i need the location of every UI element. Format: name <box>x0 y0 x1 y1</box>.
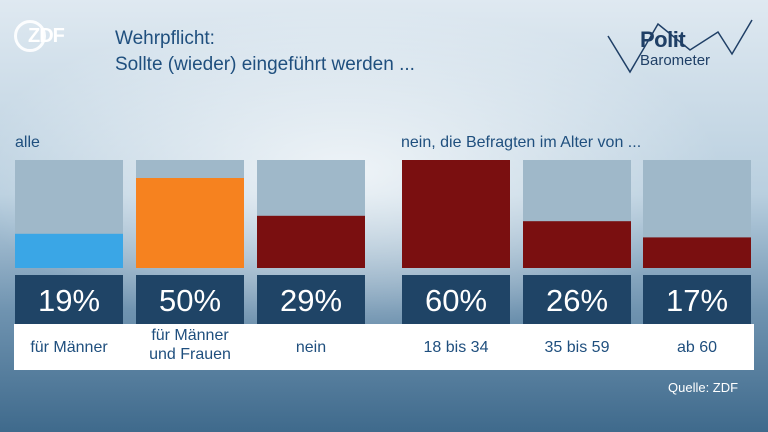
category-label-band <box>14 324 754 370</box>
category-label: nein <box>251 338 371 357</box>
category-label-line: 35 bis 59 <box>544 339 610 356</box>
zdf-logo-text: ZDF <box>28 25 65 47</box>
category-label: für Männer und Frauen <box>130 326 250 364</box>
politbarometer-logo: Polit Barometer <box>600 14 760 74</box>
group-label-age: nein, die Befragten im Alter von ... <box>401 134 642 151</box>
group-label-alle: alle <box>15 134 40 151</box>
value-label: 17% <box>666 283 728 318</box>
category-label: 35 bis 59 <box>517 338 637 357</box>
bar <box>257 215 365 268</box>
value-label-box <box>523 275 631 324</box>
value-label: 60% <box>425 283 487 318</box>
category-label-line: 18 bis 34 <box>423 339 489 356</box>
category-label-line: für Männer <box>30 339 108 356</box>
title-line-1: Wehrpflicht: <box>115 28 215 49</box>
value-label-box <box>257 275 365 324</box>
bar <box>523 221 631 268</box>
category-label-line: und Frauen <box>149 346 231 363</box>
value-label-box <box>15 275 123 324</box>
title-line-2: Sollte (wieder) eingeführt werden ... <box>115 54 415 75</box>
bar <box>136 178 244 268</box>
value-label: 19% <box>38 283 100 318</box>
chart-title: Wehrpflicht: Sollte (wieder) eingeführt … <box>115 26 415 78</box>
zdf-logo-circle <box>14 20 46 52</box>
bar <box>402 160 510 268</box>
value-label-box <box>643 275 751 324</box>
category-label-line: nein <box>295 339 327 356</box>
category-label-line: ab 60 <box>676 339 718 356</box>
source-note: Quelle: ZDF <box>668 380 739 395</box>
value-label: 29% <box>280 283 342 318</box>
value-label: 26% <box>546 283 608 318</box>
category-label: 18 bis 34 <box>396 338 516 357</box>
value-label: 50% <box>159 283 221 318</box>
category-label-line: für Männer <box>151 327 229 344</box>
value-label-box <box>402 275 510 324</box>
bar <box>15 233 123 268</box>
bar <box>643 237 751 268</box>
value-label-box <box>136 275 244 324</box>
category-label: für Männer <box>9 338 129 357</box>
category-label: ab 60 <box>637 338 757 357</box>
zdf-logo: ZDF <box>14 20 76 54</box>
barometer-word: Barometer <box>640 52 711 69</box>
politbarometer-zigzag-icon <box>607 19 753 74</box>
polit-word: Polit <box>640 27 686 52</box>
